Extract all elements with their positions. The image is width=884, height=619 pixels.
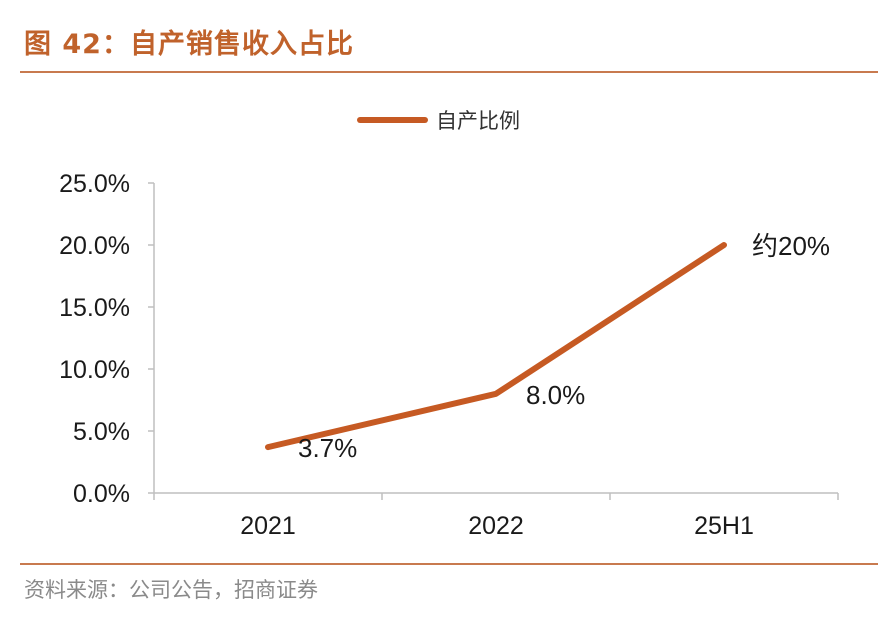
series-line bbox=[265, 242, 727, 451]
data-label: 约20% bbox=[752, 231, 830, 261]
legend-label: 自产比例 bbox=[436, 109, 520, 133]
x-tick-label: 2021 bbox=[240, 512, 296, 540]
x-tick-label: 2022 bbox=[468, 512, 524, 540]
y-tick-label: 10.0% bbox=[59, 356, 130, 384]
y-tick-label: 25.0% bbox=[59, 170, 130, 198]
series-layer bbox=[265, 242, 727, 451]
source-note: 资料来源：公司公告，招商证券 bbox=[24, 578, 318, 602]
bottom-divider bbox=[20, 563, 878, 565]
data-label-layer: 3.7% 8.0% 约20% bbox=[298, 231, 830, 463]
y-tick-label: 20.0% bbox=[59, 232, 130, 260]
data-label: 3.7% bbox=[298, 433, 357, 463]
figure-title: 图 42：自产销售收入占比 bbox=[24, 29, 354, 60]
y-tick-label: 5.0% bbox=[73, 418, 130, 446]
y-tick-label: 0.0% bbox=[73, 480, 130, 508]
legend: 自产比例 bbox=[357, 109, 520, 133]
axes: 0.0% 5.0% 10.0% 15.0% 20.0% 25.0% 2021 2022 25H1 bbox=[59, 170, 839, 540]
top-divider bbox=[20, 71, 878, 73]
x-tick-label: 25H1 bbox=[694, 512, 754, 540]
data-label: 8.0% bbox=[526, 380, 585, 410]
line-chart: 自产比例 0.0% 5.0% 10.0% 15.0% 20.0% 25.0% 2021 202… bbox=[59, 109, 839, 540]
y-tick-label: 15.0% bbox=[59, 294, 130, 322]
